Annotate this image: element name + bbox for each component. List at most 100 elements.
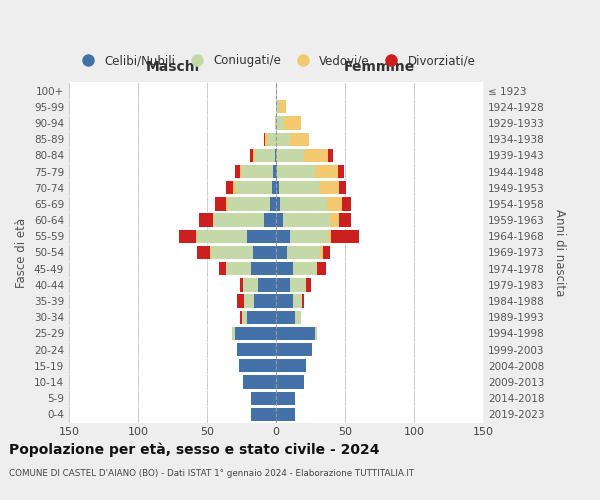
Text: Maschi: Maschi xyxy=(145,60,200,74)
Bar xyxy=(276,310,295,324)
Bar xyxy=(226,181,233,194)
Bar xyxy=(320,246,323,259)
Bar xyxy=(240,310,241,324)
Bar xyxy=(210,246,211,259)
Bar xyxy=(265,132,268,146)
Bar xyxy=(277,165,314,178)
Bar xyxy=(236,181,272,194)
Bar xyxy=(290,230,328,243)
Bar xyxy=(238,343,276,356)
Bar xyxy=(276,294,293,308)
Bar xyxy=(244,294,254,308)
Bar xyxy=(276,100,279,114)
Bar xyxy=(276,116,284,130)
Bar xyxy=(232,327,235,340)
Bar xyxy=(314,327,317,340)
Bar xyxy=(197,230,247,243)
Bar xyxy=(226,198,228,210)
Bar xyxy=(233,181,236,194)
Bar xyxy=(196,230,197,243)
Bar xyxy=(320,181,340,194)
Bar xyxy=(250,148,253,162)
Bar xyxy=(256,148,275,162)
Bar xyxy=(304,148,328,162)
Text: Popolazione per età, sesso e stato civile - 2024: Popolazione per età, sesso e stato civil… xyxy=(9,442,380,457)
Bar xyxy=(276,376,304,388)
Y-axis label: Anni di nascita: Anni di nascita xyxy=(553,209,566,296)
Bar xyxy=(276,278,290,291)
Bar xyxy=(290,278,307,291)
Bar xyxy=(284,116,301,130)
Bar xyxy=(276,343,312,356)
Bar xyxy=(241,165,273,178)
Y-axis label: Fasce di età: Fasce di età xyxy=(16,218,28,288)
Bar xyxy=(331,230,359,243)
Bar xyxy=(317,262,326,276)
Bar xyxy=(215,198,226,210)
Bar xyxy=(251,262,276,276)
Bar xyxy=(327,198,342,210)
Bar xyxy=(279,100,286,114)
Bar xyxy=(283,214,330,227)
Bar xyxy=(314,165,338,178)
Bar xyxy=(276,262,293,276)
Bar xyxy=(279,181,320,194)
Bar xyxy=(197,246,210,259)
Bar xyxy=(276,230,290,243)
Bar xyxy=(276,198,280,210)
Bar xyxy=(295,310,301,324)
Bar xyxy=(273,165,276,178)
Bar xyxy=(276,165,277,178)
Bar xyxy=(330,214,340,227)
Bar xyxy=(199,214,212,227)
Bar xyxy=(235,327,276,340)
Text: Femmine: Femmine xyxy=(344,60,415,74)
Bar xyxy=(220,262,226,276)
Bar xyxy=(241,310,247,324)
Bar xyxy=(302,294,304,308)
Bar xyxy=(271,198,276,210)
Text: COMUNE DI CASTEL D'AIANO (BO) - Dati ISTAT 1° gennaio 2024 - Elaborazione TUTTIT: COMUNE DI CASTEL D'AIANO (BO) - Dati IST… xyxy=(9,468,414,477)
Bar xyxy=(247,310,276,324)
Bar xyxy=(276,132,290,146)
Bar xyxy=(293,262,317,276)
Bar xyxy=(293,294,302,308)
Bar xyxy=(276,181,279,194)
Bar xyxy=(280,198,327,210)
Bar xyxy=(276,392,295,405)
Bar xyxy=(307,278,311,291)
Bar xyxy=(263,214,276,227)
Bar xyxy=(342,198,350,210)
Bar xyxy=(251,392,276,405)
Bar xyxy=(263,132,265,146)
Bar xyxy=(290,132,309,146)
Bar xyxy=(247,230,276,243)
Bar xyxy=(211,246,253,259)
Bar xyxy=(253,148,256,162)
Bar xyxy=(338,165,344,178)
Bar xyxy=(238,294,244,308)
Bar xyxy=(243,376,276,388)
Bar xyxy=(340,214,350,227)
Bar xyxy=(251,408,276,421)
Bar xyxy=(275,116,276,130)
Bar xyxy=(340,181,346,194)
Bar xyxy=(254,294,276,308)
Bar xyxy=(243,278,258,291)
Bar xyxy=(276,359,307,372)
Bar xyxy=(287,246,320,259)
Bar xyxy=(235,165,240,178)
Bar xyxy=(212,214,214,227)
Bar xyxy=(276,408,295,421)
Bar xyxy=(328,230,331,243)
Bar xyxy=(272,181,276,194)
Bar xyxy=(258,278,276,291)
Bar xyxy=(276,327,314,340)
Bar xyxy=(268,132,276,146)
Bar xyxy=(240,278,243,291)
Bar xyxy=(276,246,287,259)
Legend: Celibi/Nubili, Coniugati/e, Vedovi/e, Divorziati/e: Celibi/Nubili, Coniugati/e, Vedovi/e, Di… xyxy=(72,50,480,72)
Bar xyxy=(214,214,263,227)
Bar xyxy=(240,165,241,178)
Bar xyxy=(276,148,304,162)
